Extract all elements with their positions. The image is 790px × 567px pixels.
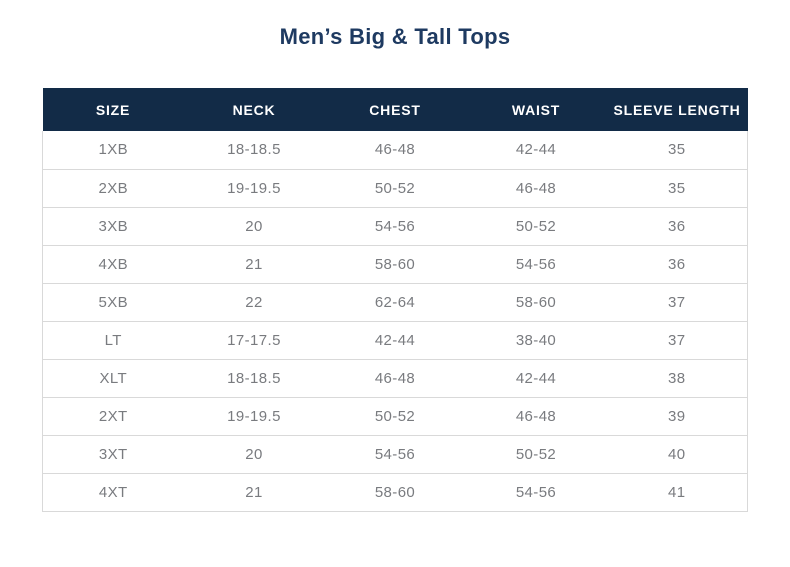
value-cell: 19-19.5 [183,169,325,208]
table-body: 1XB 18-18.5 46-48 42-44 35 2XB 19-19.5 50-52 46-… [42,131,748,512]
value-cell: 42-44 [324,321,466,360]
value-cell: 46-48 [324,359,466,398]
size-cell: 4XT [42,473,184,512]
value-cell: 35 [606,169,748,208]
value-cell: 50-52 [465,207,607,246]
size-cell: 4XB [42,245,184,284]
value-cell: 58-60 [324,245,466,284]
size-chart-table: SIZE NECK CHEST WAIST SLEEVE LENGTH 1XB 18-18… [42,88,748,512]
size-cell: XLT [42,359,184,398]
value-cell: 54-56 [465,473,607,512]
table-header-row: SIZE NECK CHEST WAIST SLEEVE LENGTH [42,88,748,131]
value-cell: 54-56 [465,245,607,284]
table-row: 2XT 19-19.5 50-52 46-48 39 [42,397,748,436]
column-header-neck: NECK [183,88,325,131]
value-cell: 36 [606,245,748,284]
value-cell: 20 [183,435,325,474]
value-cell: 50-52 [465,435,607,474]
table-row: 5XB 22 62-64 58-60 37 [42,283,748,322]
table-row: 3XB 20 54-56 50-52 36 [42,207,748,246]
value-cell: 40 [606,435,748,474]
table-row: 2XB 19-19.5 50-52 46-48 35 [42,169,748,208]
column-header-waist: WAIST [465,88,607,131]
column-header-size: SIZE [42,88,184,131]
value-cell: 46-48 [465,169,607,208]
value-cell: 41 [606,473,748,512]
value-cell: 37 [606,321,748,360]
size-cell: 5XB [42,283,184,322]
value-cell: 50-52 [324,169,466,208]
table-row: XLT 18-18.5 46-48 42-44 38 [42,359,748,398]
value-cell: 38 [606,359,748,398]
value-cell: 21 [183,245,325,284]
table-header: SIZE NECK CHEST WAIST SLEEVE LENGTH [42,88,748,131]
table-row: LT 17-17.5 42-44 38-40 37 [42,321,748,360]
value-cell: 42-44 [465,131,607,170]
size-cell: 3XT [42,435,184,474]
value-cell: 58-60 [324,473,466,512]
value-cell: 37 [606,283,748,322]
value-cell: 39 [606,397,748,436]
value-cell: 18-18.5 [183,131,325,170]
table-row: 4XT 21 58-60 54-56 41 [42,473,748,512]
value-cell: 54-56 [324,207,466,246]
size-chart-container: SIZE NECK CHEST WAIST SLEEVE LENGTH 1XB 18-18… [42,88,748,512]
value-cell: 58-60 [465,283,607,322]
size-cell: LT [42,321,184,360]
value-cell: 46-48 [324,131,466,170]
value-cell: 22 [183,283,325,322]
table-row: 3XT 20 54-56 50-52 40 [42,435,748,474]
value-cell: 36 [606,207,748,246]
value-cell: 20 [183,207,325,246]
value-cell: 62-64 [324,283,466,322]
size-cell: 2XT [42,397,184,436]
value-cell: 17-17.5 [183,321,325,360]
table-row: 1XB 18-18.5 46-48 42-44 35 [42,131,748,170]
value-cell: 50-52 [324,397,466,436]
value-cell: 35 [606,131,748,170]
value-cell: 19-19.5 [183,397,325,436]
column-header-chest: CHEST [324,88,466,131]
value-cell: 42-44 [465,359,607,398]
size-cell: 2XB [42,169,184,208]
size-cell: 1XB [42,131,184,170]
value-cell: 54-56 [324,435,466,474]
value-cell: 21 [183,473,325,512]
size-cell: 3XB [42,207,184,246]
value-cell: 46-48 [465,397,607,436]
page-title: Men’s Big & Tall Tops [279,24,511,49]
value-cell: 38-40 [465,321,607,360]
table-row: 4XB 21 58-60 54-56 36 [42,245,748,284]
column-header-sleeve-length: SLEEVE LENGTH [606,88,748,131]
value-cell: 18-18.5 [183,359,325,398]
